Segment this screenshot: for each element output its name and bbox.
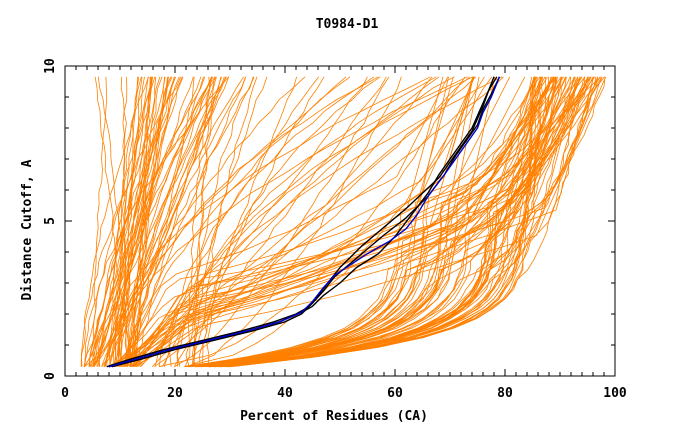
model-curve-right: [208, 76, 591, 368]
model-curve-diagonal: [132, 76, 474, 368]
model-curve-diagonal: [123, 76, 480, 368]
x-tick-label: 40: [277, 386, 293, 401]
model-curve-left: [130, 76, 227, 367]
model-curve-left: [108, 76, 169, 367]
model-curve-diagonal: [120, 76, 511, 367]
model-curve-diagonal: [139, 76, 571, 367]
model-curve-middle: [173, 76, 387, 367]
x-tick-label: 80: [497, 386, 513, 401]
model-curve-middle: [106, 76, 468, 367]
model-curve-right: [227, 76, 547, 368]
model-curve-diagonal: [134, 76, 535, 367]
model-curve-middle: [168, 76, 375, 367]
model-curve-right: [202, 76, 588, 368]
model-curve-right: [203, 76, 562, 368]
model-curve-middle: [106, 76, 368, 368]
y-tick-label: 0: [43, 372, 58, 380]
model-curve-right: [225, 76, 585, 368]
model-curve-left: [134, 76, 169, 367]
model-curve-middle: [122, 76, 254, 367]
model-curve-diagonal: [121, 76, 449, 367]
highlighted-curves: [106, 76, 501, 368]
model-curve-right: [220, 76, 598, 368]
x-tick-label: 60: [387, 386, 403, 401]
model-curve-left: [103, 76, 225, 367]
model-curve-middle: [191, 76, 297, 367]
model-curve-left: [115, 76, 172, 367]
model-curve-diagonal: [132, 76, 607, 368]
x-tick-label: 20: [167, 386, 183, 401]
model-curve-left: [80, 76, 149, 367]
model-curve-left: [84, 76, 226, 367]
model-curve-middle: [176, 76, 474, 367]
model-curve-right: [227, 76, 543, 368]
model-curve-middle: [132, 76, 379, 367]
model-curve-middle: [118, 76, 216, 367]
model-curve-left: [88, 76, 175, 367]
model-curve-middle: [163, 76, 320, 367]
model-curve-middle: [186, 76, 402, 368]
model-curve-right: [220, 76, 562, 368]
model-curve-middle: [158, 76, 455, 367]
model-curve-right: [201, 76, 581, 368]
model-curve-right: [220, 76, 594, 368]
x-tick-label: 0: [61, 386, 69, 401]
model-curve-middle: [199, 76, 325, 367]
model-curve-diagonal: [114, 76, 485, 367]
model-curve-left: [101, 76, 204, 367]
model-curve-right: [209, 76, 558, 368]
model-curve-diagonal: [114, 76, 576, 368]
model-curve-right: [197, 76, 583, 368]
model-curve-right: [219, 76, 542, 368]
model-curve-right: [221, 76, 554, 368]
model-curve-middle: [114, 76, 306, 367]
model-curve-right: [209, 76, 603, 368]
model-curve-right: [187, 76, 554, 368]
model-curve-middle: [174, 76, 390, 368]
model-curve-left: [113, 76, 128, 367]
model-curve-left: [83, 76, 161, 367]
model-curve-diagonal: [112, 76, 454, 367]
model-curve-diagonal: [135, 76, 546, 368]
y-tick-label: 10: [43, 58, 58, 74]
model-curve-diagonal: [124, 76, 444, 367]
x-axis-label: Percent of Residues (CA): [240, 409, 428, 424]
model-curve-diagonal: [131, 76, 595, 368]
model-curve-left: [127, 76, 247, 367]
model-curve-left: [84, 76, 230, 367]
model-curve-left: [93, 76, 202, 367]
x-tick-label: 100: [603, 386, 627, 401]
model-curve-left: [117, 76, 195, 367]
model-curve-left: [80, 76, 181, 367]
chart-title: T0984-D1: [316, 17, 379, 32]
model-curve-middle: [158, 76, 466, 368]
axis-tick-labels: 0 20 40 60 80 100 0 5 10: [43, 58, 627, 401]
model-curve-right: [201, 76, 542, 368]
axis-ticks: [64, 65, 616, 377]
y-axis-label: Distance Cutoff, A: [20, 159, 35, 300]
model-curve-right: [228, 76, 557, 368]
model-curve-right: [190, 76, 552, 368]
model-curve-left: [92, 76, 108, 367]
model-curve-right: [205, 76, 552, 368]
model-curve-left: [93, 76, 184, 367]
model-curve-right: [209, 76, 566, 368]
series-highlight-black-3: [111, 76, 501, 368]
model-curve-middle: [153, 76, 433, 368]
model-curve-right: [200, 76, 536, 368]
model-curve-left: [94, 76, 149, 367]
model-curve-diagonal: [123, 76, 476, 367]
model-curve-left: [94, 76, 133, 367]
series-highlight-black-1: [106, 76, 495, 368]
model-curve-left: [124, 76, 168, 367]
model-curve-left: [125, 76, 138, 367]
model-curves: [80, 76, 607, 368]
y-tick-label: 5: [43, 217, 58, 225]
series-highlight-blue: [108, 76, 501, 368]
